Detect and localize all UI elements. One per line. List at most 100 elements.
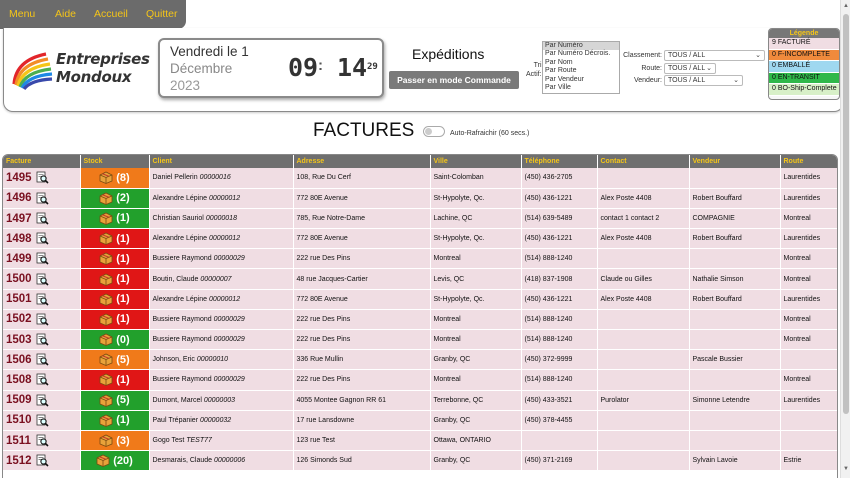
cell-facture[interactable]: 1498: [3, 228, 81, 250]
col-header-adresse[interactable]: Adresse: [293, 155, 431, 168]
cell-facture[interactable]: 1499: [3, 248, 81, 270]
facture-number[interactable]: 1508: [6, 374, 32, 386]
view-invoice-icon[interactable]: [36, 192, 49, 205]
tri-option[interactable]: Par Numéro: [543, 42, 619, 51]
tri-option[interactable]: Par Nom: [545, 58, 573, 66]
facture-number[interactable]: 1499: [6, 252, 32, 265]
facture-number[interactable]: 1509: [6, 394, 32, 407]
facture-number[interactable]: 1496: [6, 192, 32, 205]
facture-number[interactable]: 1506: [6, 353, 32, 366]
cell-stock[interactable]: (1): [80, 228, 150, 250]
table-row[interactable]: 1506 (5) Johnson, Eric 00000010 336 Rue Mul…: [3, 349, 837, 371]
view-invoice-icon[interactable]: [36, 353, 49, 366]
cell-stock[interactable]: (1): [80, 248, 150, 270]
col-header-stock[interactable]: Stock: [80, 155, 150, 168]
tri-option[interactable]: Par Ville: [545, 84, 571, 92]
table-row[interactable]: 1495 (8) Daniel Pellerin 00000016 108, Rue …: [3, 168, 837, 189]
cell-facture[interactable]: 1503: [3, 329, 81, 351]
cell-facture[interactable]: 1496: [3, 188, 81, 209]
view-invoice-icon[interactable]: [36, 313, 49, 326]
col-header-route[interactable]: Route: [780, 155, 837, 168]
cell-stock[interactable]: (1): [80, 309, 150, 331]
auto-refresh-toggle[interactable]: [423, 126, 445, 137]
cell-facture[interactable]: 1510: [3, 410, 81, 431]
table-row[interactable]: 1498 (1) Alexandre Lépine 00000012 772 80E …: [3, 228, 837, 250]
route-select[interactable]: TOUS / ALL ⌄: [664, 63, 716, 74]
tri-option[interactable]: Par Numéro Décrois.: [545, 50, 611, 58]
view-invoice-icon[interactable]: [36, 394, 49, 407]
classement-select[interactable]: TOUS / ALL ⌄: [664, 50, 765, 61]
table-row[interactable]: 1512 (20) Desmarais, Claude 00000006 126 Si…: [3, 450, 837, 472]
cell-facture[interactable]: 1512: [3, 450, 81, 472]
cell-stock[interactable]: (1): [80, 369, 150, 391]
table-row[interactable]: 1502 (1) Bussiere Raymond 00000029 222 rue …: [3, 309, 837, 331]
table-row[interactable]: 1511 (3) Gogo Test TEST77 123 rue Test Ottaw…: [3, 430, 837, 452]
col-header-ville[interactable]: Ville: [430, 155, 522, 168]
table-row[interactable]: 1509 (5) Dumont, Marcel 00000003 4055 Monte…: [3, 390, 837, 411]
cell-facture[interactable]: 1506: [3, 349, 81, 371]
table-row[interactable]: 1510 (1) Paul Trépanier 00000032 17 rue Lan…: [3, 410, 837, 431]
cell-stock[interactable]: (1): [80, 289, 150, 310]
cell-stock[interactable]: (1): [80, 268, 150, 290]
cell-facture[interactable]: 1511: [3, 430, 81, 452]
facture-number[interactable]: 1500: [6, 273, 32, 286]
view-invoice-icon[interactable]: [36, 252, 49, 265]
cell-stock[interactable]: (1): [80, 208, 150, 230]
scroll-up-arrow-icon[interactable]: ▲: [843, 3, 849, 9]
menu-item-aide[interactable]: Aide: [55, 8, 77, 20]
cell-stock[interactable]: (5): [80, 349, 150, 371]
table-row[interactable]: 1496 (2) Alexandre Lépine 00000012 772 80E …: [3, 188, 837, 209]
view-invoice-icon[interactable]: [36, 232, 49, 245]
view-invoice-icon[interactable]: [36, 273, 49, 286]
tri-option[interactable]: Par Vendeur: [545, 75, 584, 83]
cell-facture[interactable]: 1500: [3, 268, 81, 290]
cell-facture[interactable]: 1497: [3, 208, 81, 230]
tri-listbox[interactable]: Par Numéro Par Numéro Décrois. Par Nom P…: [542, 41, 620, 94]
commande-mode-button[interactable]: Passer en mode Commande: [389, 71, 519, 89]
menu-item-menu[interactable]: Menu: [9, 8, 36, 20]
view-invoice-icon[interactable]: [36, 414, 49, 427]
facture-number[interactable]: 1501: [6, 293, 32, 306]
cell-stock[interactable]: (20): [80, 450, 150, 472]
cell-facture[interactable]: 1509: [3, 390, 81, 411]
view-invoice-icon[interactable]: [36, 434, 49, 447]
table-row[interactable]: 1497 (1) Christian Sauriol 00000018 785, Ru…: [3, 208, 837, 230]
cell-stock[interactable]: (1): [80, 410, 150, 431]
col-header-telephone[interactable]: Téléphone: [521, 155, 598, 168]
cell-facture[interactable]: 1495: [3, 168, 81, 189]
col-header-facture[interactable]: Facture: [3, 155, 81, 168]
menu-item-accueil[interactable]: Accueil: [94, 8, 128, 20]
vendeur-select[interactable]: TOUS / ALL ⌄: [664, 75, 743, 86]
facture-number[interactable]: 1498: [6, 232, 32, 245]
tri-option[interactable]: Par Route: [545, 67, 577, 75]
view-invoice-icon[interactable]: [36, 373, 49, 387]
table-row[interactable]: 1499 (1) Bussiere Raymond 00000029 222 rue …: [3, 248, 837, 270]
cell-facture[interactable]: 1501: [3, 289, 81, 310]
facture-number[interactable]: 1510: [6, 414, 32, 427]
scroll-thumb[interactable]: [843, 14, 849, 414]
table-row[interactable]: 1508 (1) Bussiere Raymond 00000029 222 rue …: [3, 369, 837, 391]
view-invoice-icon[interactable]: [36, 293, 49, 306]
facture-number[interactable]: 1495: [6, 171, 32, 184]
facture-number[interactable]: 1503: [6, 333, 32, 346]
facture-number[interactable]: 1512: [6, 454, 32, 467]
cell-facture[interactable]: 1508: [3, 369, 81, 391]
cell-stock[interactable]: (8): [80, 168, 150, 189]
view-invoice-icon[interactable]: [36, 171, 49, 184]
facture-number[interactable]: 1497: [6, 212, 32, 225]
cell-stock[interactable]: (3): [80, 430, 150, 452]
table-row[interactable]: 1500 (1) Boutin, Claude 00000007 48 rue Jac…: [3, 268, 837, 290]
view-invoice-icon[interactable]: [36, 212, 49, 225]
col-header-client[interactable]: Client: [149, 155, 294, 168]
view-invoice-icon[interactable]: [36, 333, 49, 346]
cell-stock[interactable]: (5): [80, 390, 150, 411]
table-row[interactable]: 1501 (1) Alexandre Lépine 00000012 772 80E …: [3, 289, 837, 310]
cell-facture[interactable]: 1502: [3, 309, 81, 331]
facture-number[interactable]: 1502: [6, 313, 32, 326]
cell-stock[interactable]: (0): [80, 329, 150, 351]
col-header-vendeur[interactable]: Vendeur: [689, 155, 781, 168]
table-row[interactable]: 1503 (0) Bussiere Raymond 00000029 222 rue …: [3, 329, 837, 351]
cell-stock[interactable]: (2): [80, 188, 150, 209]
menu-item-quitter[interactable]: Quitter: [146, 8, 178, 20]
scroll-down-arrow-icon[interactable]: ▼: [843, 466, 849, 472]
